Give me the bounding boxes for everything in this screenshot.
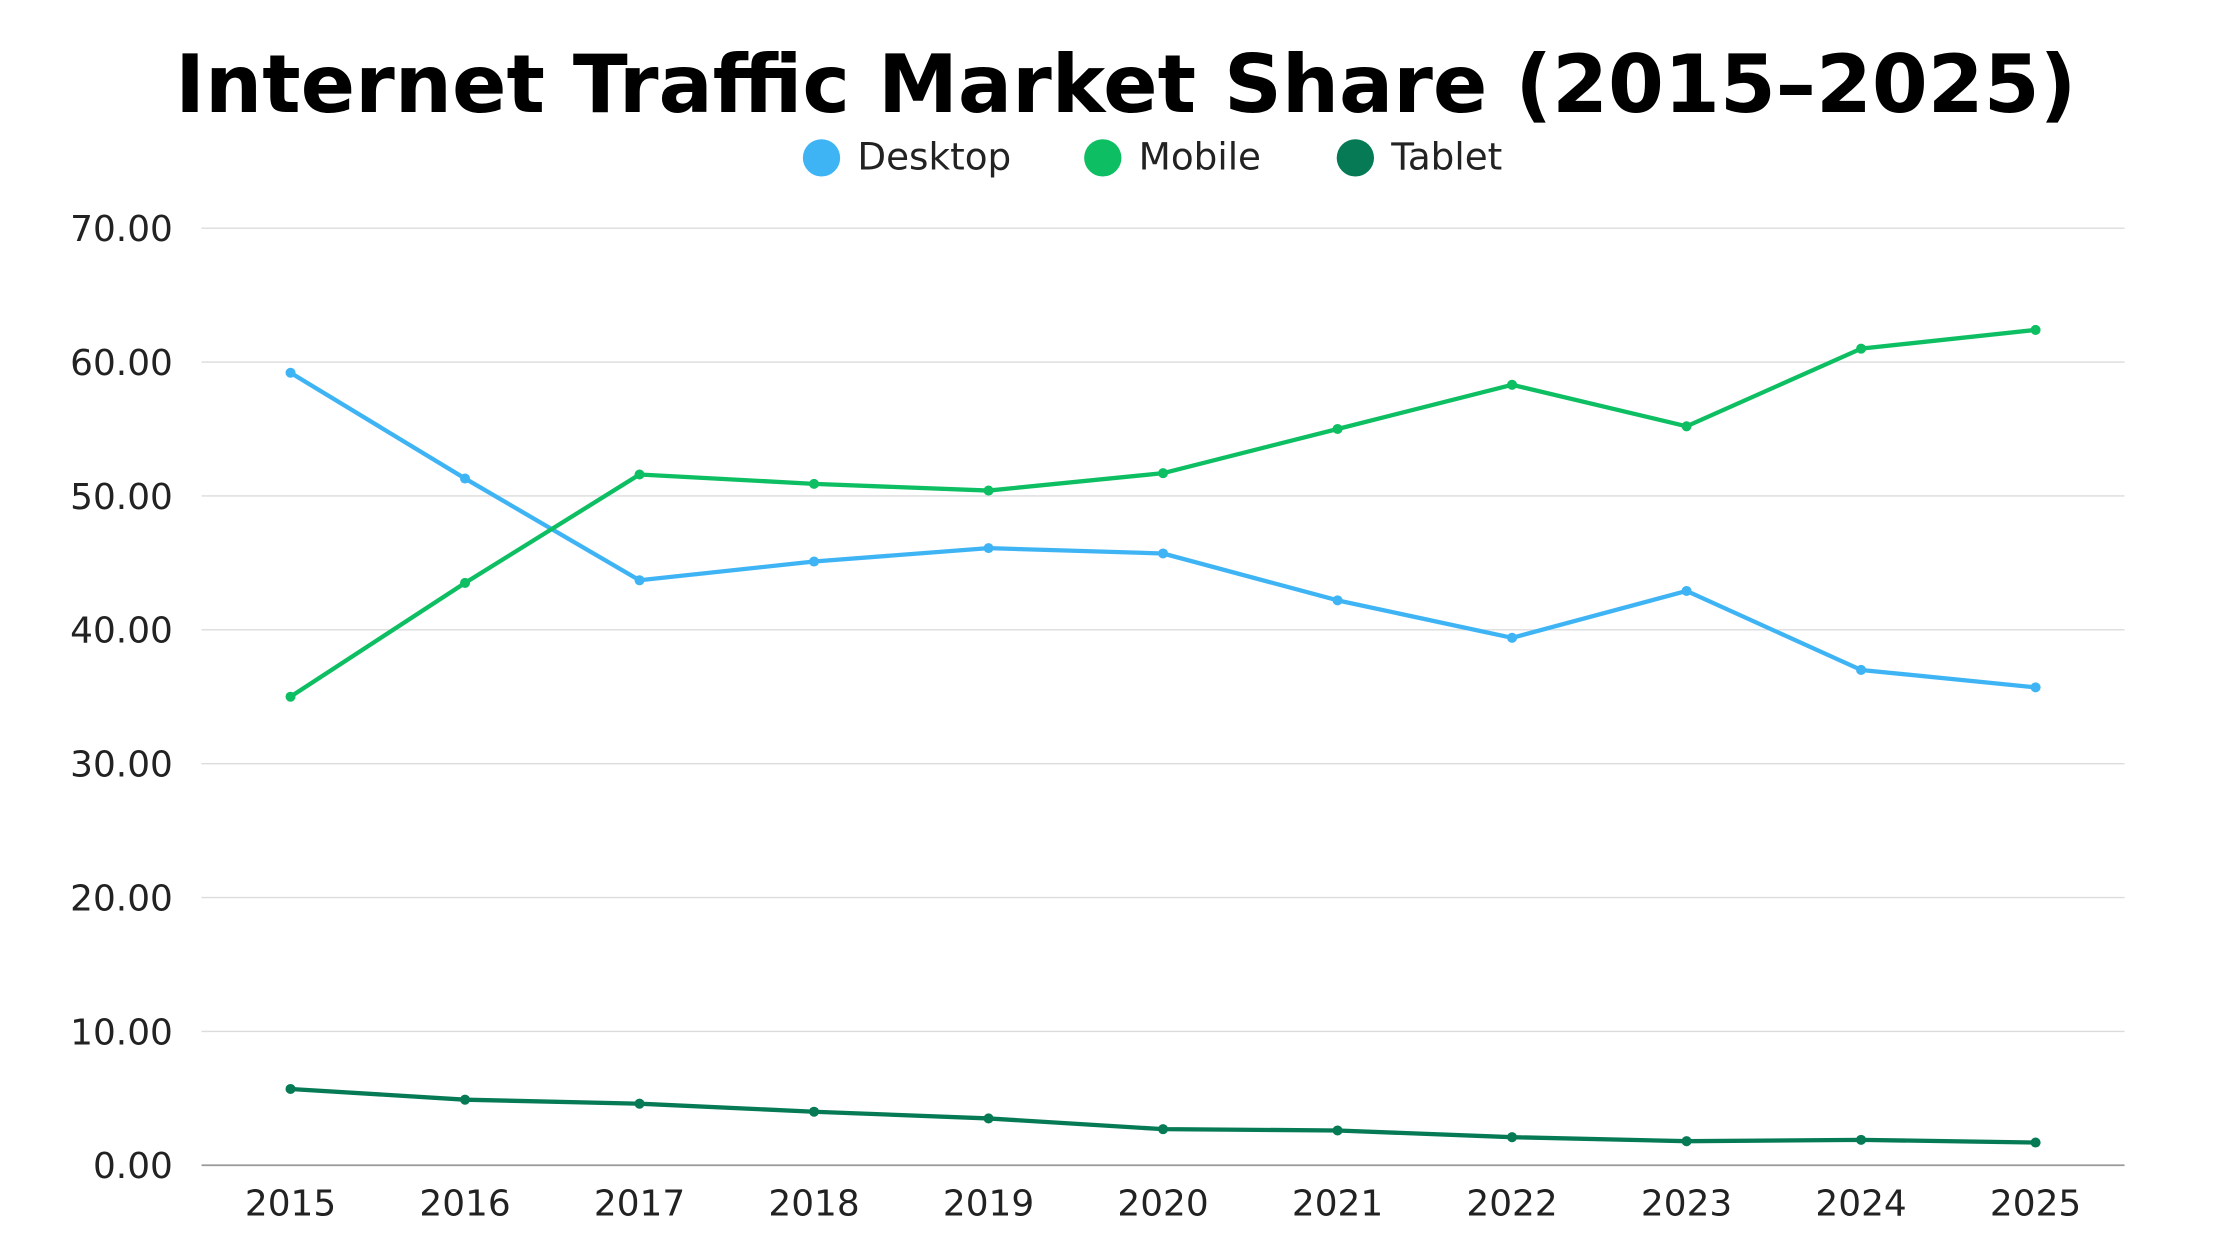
series-desktop [285,367,2041,693]
data-point [460,577,471,588]
legend-label: Desktop [857,134,1011,178]
x-tick-label: 2019 [943,1184,1034,1225]
x-tick-label: 2018 [768,1184,859,1225]
data-point [1681,1136,1692,1147]
y-tick-label: 40.00 [70,611,173,652]
x-axis: 2015 2016 2017 2018 2019 2020 2021 2022 2023 2024… [245,1184,2081,1225]
gridlines [201,227,2125,1167]
data-point [983,1113,994,1124]
y-tick-label: 30.00 [70,745,173,786]
x-tick-label: 2021 [1292,1184,1383,1225]
data-point [1332,423,1343,435]
data-point [983,543,994,554]
data-point [809,478,820,489]
legend-item-tablet: Tablet [1336,134,1502,178]
data-point [1507,379,1518,390]
data-point [634,1098,645,1109]
x-tick-label: 2024 [1815,1184,1906,1225]
data-point [1856,664,1867,675]
legend: Desktop Mobile Tablet [802,134,1502,178]
x-tick-label: 2022 [1466,1184,1557,1225]
x-tick-label: 2025 [1990,1184,2081,1225]
data-point [1158,468,1169,479]
x-tick-label: 2023 [1641,1184,1732,1225]
data-point [2030,324,2041,335]
data-point [460,1094,471,1105]
data-point [1158,1124,1169,1135]
legend-item-mobile: Mobile [1084,134,1261,178]
series-line [289,327,2036,699]
y-tick-label: 60.00 [70,343,173,384]
y-tick-label: 70.00 [70,209,173,250]
y-axis: 0.00 10.00 20.00 30.00 40.00 50.00 60.00 70.00 [70,209,173,1187]
chart-title: Internet Traffic Market Share (2015–2025… [175,37,2076,131]
data-point [809,1106,820,1117]
data-point [634,575,645,586]
data-point [1158,548,1169,559]
data-point [1332,595,1343,606]
series-tablet [285,1083,2041,1148]
data-point [285,691,296,702]
y-tick-label: 0.00 [93,1146,173,1187]
legend-marker [1336,139,1375,177]
data-point [460,473,471,484]
series-mobile [285,324,2041,702]
data-point [1681,585,1692,596]
data-point [1856,1134,1867,1145]
y-tick-label: 20.00 [70,878,173,919]
x-tick-label: 2015 [245,1184,336,1225]
data-point [1332,1125,1343,1136]
x-tick-label: 2016 [419,1184,510,1225]
data-point [1681,421,1692,432]
legend-item-desktop: Desktop [802,134,1011,178]
legend-marker [1084,139,1122,177]
legend-marker [802,139,841,177]
legend-label: Mobile [1139,134,1261,178]
data-point [285,1083,296,1095]
x-tick-label: 2020 [1117,1184,1208,1225]
x-tick-label: 2017 [594,1184,685,1225]
legend-label: Tablet [1390,134,1502,178]
y-tick-label: 10.00 [70,1012,173,1053]
data-point [809,556,820,567]
data-point [285,367,296,378]
data-point [1507,1132,1518,1143]
data-point [2030,682,2041,693]
data-point [1507,632,1518,643]
data-point [983,485,994,496]
data-point [1856,343,1867,354]
data-point [2030,1137,2041,1148]
series-group [285,324,2041,1148]
y-tick-label: 50.00 [70,477,173,518]
data-point [634,469,645,480]
series-line [290,1086,2036,1145]
